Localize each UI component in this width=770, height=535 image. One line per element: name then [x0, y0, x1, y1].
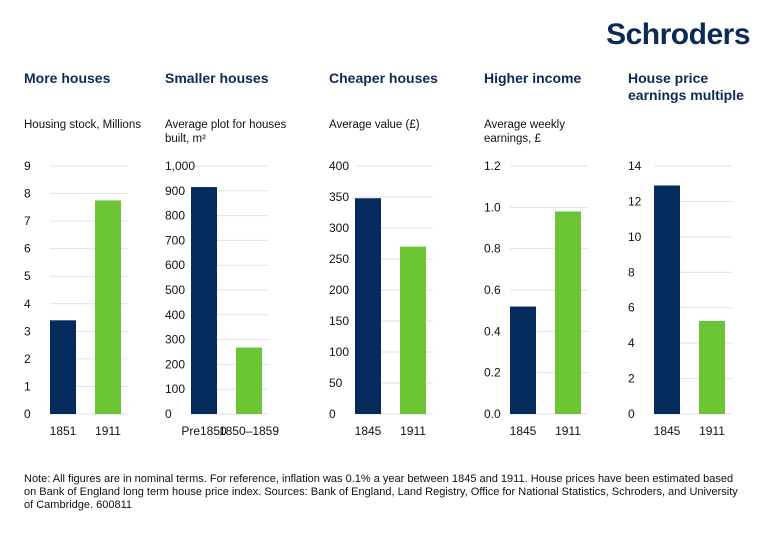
y-tick-label: 1.0 — [484, 200, 501, 214]
y-tick-label: 0 — [165, 407, 172, 421]
axis-label: Average plot for houses built, m² — [165, 119, 287, 145]
y-tick-label: 7 — [24, 214, 31, 228]
y-tick-label: 500 — [165, 283, 185, 297]
bar-chart-price-earnings: 0 2 4 6 8 10 12 14 1845 1911 — [628, 159, 732, 438]
y-tick-label: 0 — [329, 407, 336, 421]
y-tick-label: 50 — [329, 376, 343, 390]
y-tick-label: 800 — [165, 209, 185, 223]
bar-1845 — [654, 185, 680, 414]
y-tick-label: 200 — [329, 283, 349, 297]
schroders-logo: Schroders — [606, 18, 750, 51]
y-tick-label: 0.0 — [484, 407, 501, 421]
panel-smaller-houses: Smaller houses Average plot for houses b… — [165, 66, 305, 451]
x-tick-label: 1845 — [654, 424, 681, 438]
chart-title: More houses — [24, 70, 111, 86]
y-tick-label: 700 — [165, 233, 185, 247]
y-tick-label: 900 — [165, 184, 185, 198]
bar-chart-plot-size: 0 100 200 300 400 500 600 700 800 900 1,000 Pre1850… — [165, 159, 279, 438]
y-tick-label: 400 — [329, 159, 349, 173]
y-tick-label: 8 — [24, 187, 31, 201]
y-tick-label: 100 — [329, 345, 349, 359]
y-tick-label: 400 — [165, 308, 185, 322]
panel-more-houses: More houses Housing stock, Millions 0 1 2 3… — [24, 66, 164, 451]
chart-title: Smaller houses — [165, 70, 269, 86]
x-tick-label: Pre1850 — [181, 424, 227, 438]
x-tick-label: 1845 — [355, 424, 382, 438]
footnote: Note: All figures are in nominal terms. … — [24, 473, 738, 511]
y-tick-label: 0.4 — [484, 324, 501, 338]
chart-title: Cheaper houses — [329, 70, 438, 86]
y-tick-label: 10 — [628, 230, 642, 244]
bar-1911 — [555, 211, 581, 414]
y-tick-label: 350 — [329, 190, 349, 204]
y-tick-label: 300 — [165, 333, 185, 347]
y-tick-label: 600 — [165, 258, 185, 272]
x-tick-label: 1911 — [555, 424, 581, 438]
y-tick-label: 0.6 — [484, 283, 501, 297]
y-tick-label: 6 — [628, 301, 635, 315]
bar-1911 — [699, 321, 725, 414]
bar-chart-weekly-earnings: 0.0 0.2 0.4 0.6 0.8 1.0 1.2 1845 1911 — [484, 159, 588, 438]
y-tick-label: 0 — [628, 407, 635, 421]
bar-chart-house-value: 0 50 100 150 200 250 300 350 400 1845 1911 — [329, 159, 433, 438]
bar-1911 — [95, 200, 121, 414]
axis-label: Housing stock, Millions — [24, 119, 141, 131]
y-tick-label: 8 — [628, 265, 635, 279]
bar-chart-housing-stock: 0 1 2 3 4 5 6 7 8 9 1851 1911 — [24, 159, 128, 438]
axis-label: Average weekly earnings, £ — [484, 119, 565, 145]
y-tick-label: 300 — [329, 221, 349, 235]
x-tick-label: 1911 — [400, 424, 426, 438]
bar-Pre1850 — [191, 187, 217, 414]
y-tick-label: 250 — [329, 252, 349, 266]
y-tick-label: 0.8 — [484, 242, 501, 256]
y-tick-label: 14 — [628, 159, 642, 173]
y-tick-label: 150 — [329, 314, 349, 328]
y-tick-label: 3 — [24, 324, 31, 338]
y-tick-label: 4 — [628, 336, 635, 350]
y-tick-label: 0 — [24, 407, 31, 421]
y-tick-label: 1 — [24, 379, 31, 393]
bar-1845 — [355, 198, 381, 414]
y-tick-label: 5 — [24, 269, 31, 283]
bar-1911 — [400, 246, 426, 414]
y-tick-label: 1.2 — [484, 159, 501, 173]
chart-title: House price earnings multiple — [628, 70, 744, 103]
panel-price-earnings-multiple: House price earnings multiple 0 2 4 6 8 10 12 1… — [628, 66, 768, 451]
y-tick-label: 100 — [165, 382, 185, 396]
y-tick-label: 12 — [628, 194, 642, 208]
y-tick-label: 6 — [24, 242, 31, 256]
y-tick-label: 0.2 — [484, 366, 501, 380]
x-tick-label: 1851 — [50, 424, 77, 438]
bar-1845 — [510, 306, 536, 414]
panel-cheaper-houses: Cheaper houses Average value (£) 0 50 100 1… — [329, 66, 469, 451]
x-tick-label: 1845 — [510, 424, 537, 438]
bar-1850–1859 — [236, 347, 262, 414]
y-tick-label: 1,000 — [165, 159, 195, 173]
x-tick-label: 1850–1859 — [219, 424, 279, 438]
y-tick-label: 2 — [24, 352, 31, 366]
x-tick-label: 1911 — [699, 424, 725, 438]
chart-title: Higher income — [484, 70, 582, 86]
panel-higher-income: Higher income Average weekly earnings, £… — [484, 66, 624, 451]
bar-1851 — [50, 320, 76, 414]
axis-label: Average value (£) — [329, 119, 420, 131]
y-tick-label: 4 — [24, 297, 31, 311]
y-tick-label: 2 — [628, 372, 635, 386]
x-tick-label: 1911 — [95, 424, 121, 438]
y-tick-label: 9 — [24, 159, 31, 173]
y-tick-label: 200 — [165, 357, 185, 371]
